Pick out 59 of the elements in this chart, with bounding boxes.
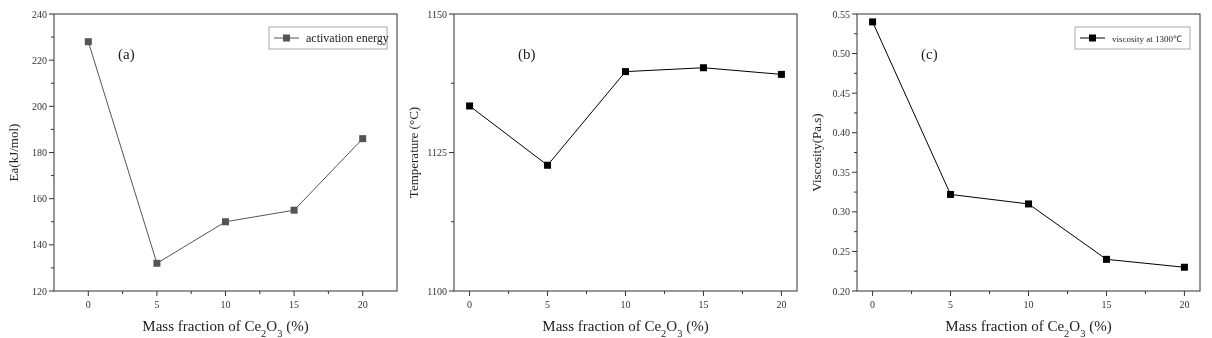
point bbox=[869, 18, 877, 26]
y-tick-label: 0.25 bbox=[832, 245, 850, 257]
y-tick-label: 0.40 bbox=[832, 127, 850, 139]
y-axis-title: Ea(kJ/mol) bbox=[6, 123, 21, 182]
x-tick-label: 5 bbox=[154, 299, 160, 310]
point bbox=[947, 190, 955, 198]
x-tick-label: 5 bbox=[948, 299, 954, 310]
y-tick-label: 1150 bbox=[427, 8, 447, 20]
y-tick-label: 1125 bbox=[427, 147, 447, 158]
point bbox=[222, 218, 229, 226]
x-tick-label: 0 bbox=[870, 299, 876, 310]
y-tick-label: 120 bbox=[32, 285, 47, 297]
x-axis-title: Mass fraction of Ce$_{2}$O$_{3}$ (%) bbox=[945, 318, 1112, 338]
y-tick-label: 200 bbox=[32, 100, 47, 112]
y-tick-label: 180 bbox=[32, 147, 47, 158]
point bbox=[544, 161, 552, 169]
point bbox=[777, 70, 785, 78]
point bbox=[1180, 263, 1188, 271]
annotation: (b) bbox=[518, 46, 536, 63]
x-tick-label: 0 bbox=[85, 299, 91, 310]
x-tick-label: 10 bbox=[220, 299, 231, 310]
x-tick-label: 20 bbox=[357, 299, 368, 310]
x-tick-label: 10 bbox=[1023, 299, 1034, 310]
x-axis-title: Mass fraction of Ce$_{2}$O$_{3}$ (%) bbox=[142, 318, 309, 338]
x-tick-label: 15 bbox=[289, 299, 300, 310]
y-tick-label: 220 bbox=[32, 54, 47, 66]
x-tick-label: 5 bbox=[545, 299, 551, 310]
annotation: (c) bbox=[921, 46, 938, 63]
point bbox=[290, 206, 298, 214]
x-tick-label: 15 bbox=[1101, 299, 1112, 310]
y-tick-label: 240 bbox=[32, 8, 47, 20]
y-axis-title: Temperature (°C) bbox=[406, 106, 421, 199]
point bbox=[699, 64, 707, 72]
y-axis-title: Viscosity(Pa.s) bbox=[809, 113, 824, 192]
x-tick-label: 10 bbox=[620, 299, 631, 310]
legend-label: viscosity at 1300℃ bbox=[1112, 34, 1182, 44]
point bbox=[1102, 255, 1110, 263]
y-tick-label: 160 bbox=[32, 193, 47, 205]
point bbox=[1025, 200, 1032, 208]
point bbox=[466, 102, 474, 110]
point bbox=[622, 68, 629, 76]
y-tick-label: 0.30 bbox=[832, 206, 850, 218]
y-tick-label: 140 bbox=[32, 239, 47, 251]
legend-label: activation energy bbox=[306, 31, 389, 45]
x-tick-label: 15 bbox=[698, 299, 709, 310]
y-tick-label: 0.45 bbox=[832, 87, 850, 99]
point bbox=[84, 38, 92, 46]
point bbox=[153, 259, 161, 267]
y-tick-label: 0.20 bbox=[832, 285, 850, 297]
x-tick-label: 20 bbox=[1179, 299, 1190, 310]
y-tick-label: 0.50 bbox=[832, 48, 850, 60]
point bbox=[359, 135, 367, 143]
y-tick-label: 0.35 bbox=[832, 166, 850, 178]
annotation: (a) bbox=[118, 46, 135, 63]
y-tick-label: 1100 bbox=[427, 285, 447, 297]
x-tick-label: 20 bbox=[776, 299, 787, 310]
x-axis-title: Mass fraction of Ce$_{2}$O$_{3}$ (%) bbox=[542, 318, 709, 338]
x-tick-label: 0 bbox=[467, 299, 473, 310]
y-tick-label: 0.55 bbox=[832, 8, 850, 20]
